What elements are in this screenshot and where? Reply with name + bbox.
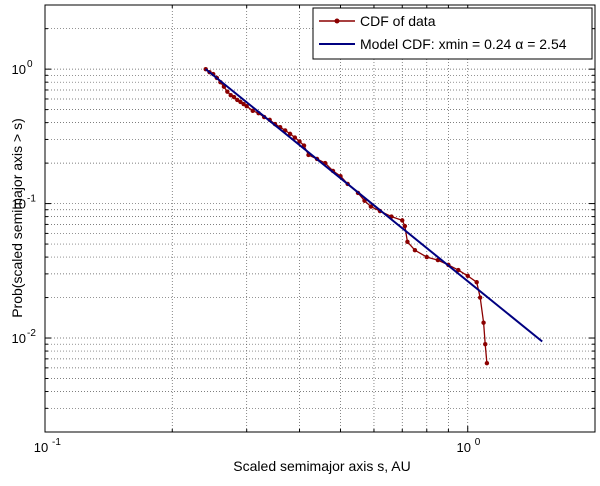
plot-frame [44, 4, 596, 433]
cdf-data-point [231, 94, 237, 100]
y-tick-label-exponent: -1 [27, 194, 36, 205]
cdf-data-point [228, 93, 233, 98]
axis-ticks [44, 4, 596, 433]
cdf-data-point [238, 99, 243, 105]
cdf-data-point [402, 223, 408, 229]
legend: CDF of data Model CDF: xmin = 0.24 α = 2… [312, 7, 593, 60]
cdf-data-point [241, 101, 246, 107]
series-layer [203, 66, 543, 366]
x-tick-label-base: 10 [457, 440, 471, 455]
grid-lines [44, 4, 596, 433]
cdf-data-point [287, 131, 293, 137]
cdf-data-point [484, 360, 490, 366]
y-tick-label-exponent: 0 [27, 59, 33, 70]
cdf-data-point [424, 254, 429, 260]
y-tick-label: 10 -2 [12, 328, 37, 346]
legend-label-model: Model CDF: xmin = 0.24 α = 2.54 [360, 36, 567, 52]
legend-box [312, 7, 593, 60]
axis-tick-labels: 10 -1 10 010 -210 -110 0 [12, 59, 481, 455]
y-axis-label: Prob(scaled semimajor axis > s) [9, 118, 25, 318]
cdf-data-point [225, 89, 230, 94]
legend-label-cdf: CDF of data [360, 13, 436, 29]
cdf-data-point [400, 218, 405, 223]
cdf-data-point [481, 320, 486, 325]
y-tick-label: 10 0 [12, 59, 33, 77]
y-tick-label-exponent: -2 [27, 328, 36, 339]
x-tick-label: 10 0 [457, 437, 481, 455]
cdf-data-point [250, 108, 255, 113]
model-cdf-line [205, 68, 543, 343]
cdf-data-point [465, 273, 470, 279]
cdf-data-point [297, 139, 302, 144]
x-tick-label-base: 10 [34, 440, 48, 455]
y-tick-label-base: 10 [12, 331, 26, 346]
x-tick-label-exponent: -1 [52, 437, 61, 448]
y-tick-label-base: 10 [12, 197, 26, 212]
x-tick-label-exponent: 0 [475, 437, 481, 448]
cdf-data-point [477, 295, 483, 300]
cdf-data-point [483, 341, 488, 347]
cdf-data-point [235, 97, 240, 103]
x-tick-label: 10 -1 [34, 437, 62, 455]
cdf-data-point [474, 280, 479, 285]
cdf-data-point [368, 204, 374, 209]
cdf-data-point [292, 135, 298, 140]
cdf-data-point [456, 267, 461, 273]
legend-marker-cdf [334, 18, 340, 24]
y-tick-label: 10 -1 [12, 194, 37, 212]
cdf-data-point [412, 248, 418, 253]
cdf-data-point [244, 104, 249, 109]
y-tick-label-base: 10 [12, 62, 26, 77]
cdf-data-point [405, 239, 410, 244]
x-axis-label: Scaled semimajor axis s, AU [233, 458, 410, 474]
cdf-data-line [205, 68, 488, 364]
